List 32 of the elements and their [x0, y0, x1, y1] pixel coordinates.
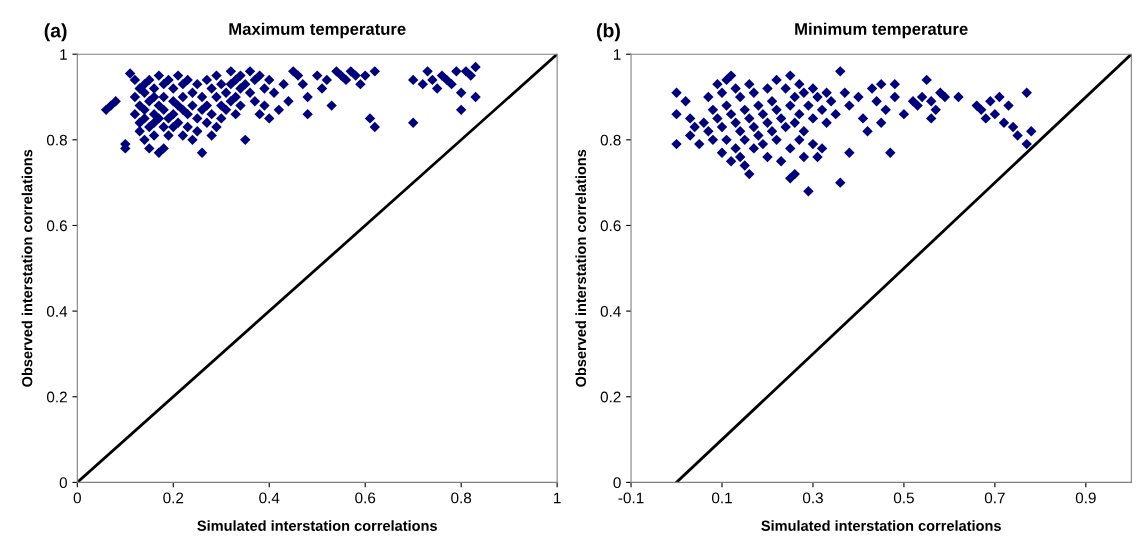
- chart-title: Maximum temperature: [229, 22, 406, 39]
- chart-title: Minimum temperature: [795, 22, 968, 39]
- y-tick-label: 0.4: [600, 305, 621, 317]
- x-tick-label: 0.5: [893, 492, 914, 504]
- y-tick-label: 0.2: [46, 391, 67, 403]
- x-axis-title: Simulated interstation correlations: [761, 520, 1001, 531]
- x-tick-label: 0.8: [451, 492, 472, 504]
- y-axis-title: Observed interstation correlations: [21, 149, 33, 387]
- text: (a): [44, 23, 67, 42]
- y-tick-label: 0.6: [600, 220, 621, 232]
- x-tick-label: 0.4: [259, 492, 280, 504]
- text: (b): [596, 23, 620, 42]
- x-axis-title: Simulated interstation correlations: [197, 520, 437, 531]
- x-tick-label: 0.1: [711, 492, 732, 504]
- y-tick-label: 1: [613, 49, 621, 60]
- y-axis-title: Observed interstation correlations: [575, 149, 587, 387]
- y-tick-label: 1: [60, 49, 67, 60]
- x-tick-label: 0.3: [802, 492, 823, 504]
- x-tick-label: 0.7: [984, 492, 1005, 504]
- y-tick-label: 0.8: [46, 134, 67, 146]
- x-tick-label: 0.9: [1075, 492, 1096, 504]
- x-tick-label: 1: [554, 492, 561, 504]
- x-tick-label: 0.6: [355, 492, 376, 504]
- y-tick-label: 0.8: [600, 134, 621, 146]
- y-tick-label: 0.4: [46, 305, 68, 317]
- y-tick-label: 0.6: [46, 220, 67, 232]
- y-tick-label: 0: [613, 477, 621, 489]
- x-tick-label: -0.1: [618, 492, 644, 504]
- y-tick-label: 0.2: [600, 391, 621, 403]
- y-tick-label: 0: [59, 477, 67, 489]
- x-tick-label: 0.2: [163, 492, 184, 504]
- x-tick-label: 0: [73, 492, 81, 504]
